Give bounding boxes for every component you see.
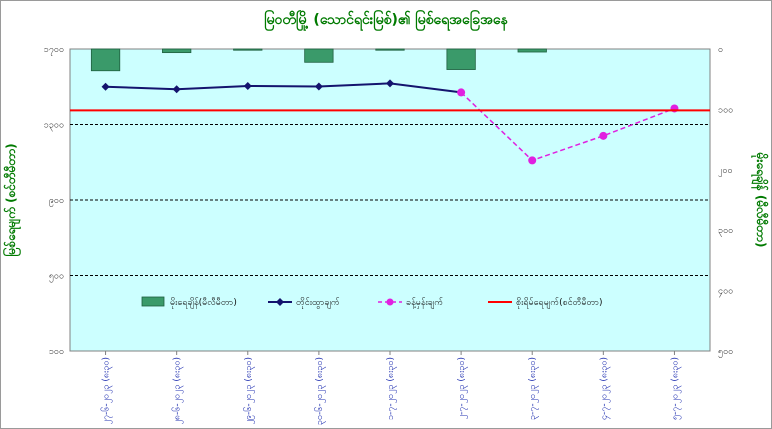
x-tick-label: ၂၉-၆-၂၀၂၃ (၈း၃၀) xyxy=(243,357,255,424)
rain-bar xyxy=(375,48,405,51)
observed-point xyxy=(101,82,110,91)
x-tick-label: ၂၇-၆-၂၀၂၃ (၈း၃၀) xyxy=(101,357,113,424)
y-right-tick-label: ၀ xyxy=(718,45,723,55)
y-right-tick-label: ၃၀၀ xyxy=(718,226,733,237)
x-tick-label: ၂၈-၆-၂၀၂၃ (၈း၃၀) xyxy=(172,357,184,425)
observed-point xyxy=(243,81,252,90)
observed-point xyxy=(172,85,181,94)
legend-label: စိုးရိမ်ရေမျက်(စင်တီမီတာ) xyxy=(516,297,603,309)
forecast-point xyxy=(599,131,608,140)
forecast-line xyxy=(460,91,675,162)
legend-marker-observed xyxy=(276,298,284,306)
y-right-tick-label: ၂၀၀ xyxy=(718,166,733,177)
y-left-tick-label: ၉၀၀ xyxy=(49,196,64,207)
legend-marker-forecast xyxy=(386,298,394,306)
y-left-tick-label: ၁၀၀ xyxy=(49,347,64,357)
y-right-tick-label: ၄၀၀ xyxy=(718,287,733,298)
observed-line xyxy=(105,82,462,94)
x-tick-label: ၅-၇-၂၀၂၃ (၈း၃၀) xyxy=(670,357,681,420)
forecast-point xyxy=(457,88,466,97)
forecast-point xyxy=(528,156,537,165)
rain-bar xyxy=(233,48,263,51)
y-left-tick-label: ၁၇၀၀ xyxy=(44,45,64,56)
legend-label: မိုးရေချိန်(မီလီမီတာ) xyxy=(170,297,237,309)
rain-bar xyxy=(304,48,334,63)
rain-bar xyxy=(162,48,192,54)
x-tick-label: ၂-၇-၂၀၂၃ (၈း၃၀) xyxy=(457,357,468,419)
x-tick-label: ၁-၇-၂၀၂၃ (၈း၃၀) xyxy=(386,357,397,420)
legend-swatch-rain xyxy=(141,296,165,307)
x-tick-label: ၄-၇-၂၀၂၃ (၈း၃၀) xyxy=(599,357,610,420)
observed-point xyxy=(314,82,323,91)
chart-title: မြဝတီမြို့ (သောင်ရင်းမြစ်)၏ မြစ်ရေအခြေအန… xyxy=(264,12,508,28)
x-tick-label: ၃-၇-၂၀၂၃ (၈း၃၀) xyxy=(528,357,539,420)
observed-point xyxy=(386,79,394,88)
rain-bar xyxy=(446,48,476,70)
x-tick-label: ၃၀-၆-၂၀၂၃ (၈း၃၀) xyxy=(314,357,326,425)
y-left-tick-label: ၁၃၀၀ xyxy=(44,121,64,132)
legend-label: တိုင်းထွာချက် xyxy=(296,297,340,309)
rain-bar xyxy=(517,48,547,53)
y-right-tick-label: ၁၀၀ xyxy=(718,105,733,115)
y-left-tick-label: ၅၀၀ xyxy=(49,272,64,283)
legend-label: ခန့်မှန်းချက် xyxy=(406,297,444,309)
rain-bar xyxy=(90,48,121,72)
y-right-tick-label: ၅၀၀ xyxy=(718,347,733,358)
